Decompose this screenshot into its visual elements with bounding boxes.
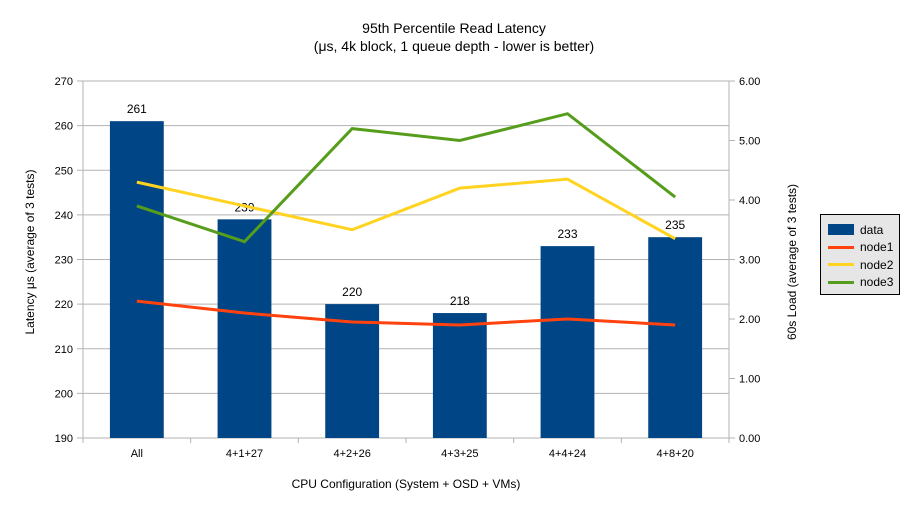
y-tick-label-left: 190 xyxy=(55,433,73,445)
y-tick-label-right: 5.00 xyxy=(739,136,760,148)
y-tick-label-left: 230 xyxy=(55,255,73,267)
line-node1 xyxy=(136,299,676,327)
y-axis-title-right: 60s Load (average of 3 tests) xyxy=(785,183,799,341)
bar-4+8+20 xyxy=(648,237,703,438)
y-tick-label-left: 200 xyxy=(55,388,73,400)
line-node2 xyxy=(136,177,676,240)
bar-4+4+24 xyxy=(540,246,595,438)
y-tick-label-right: 4.00 xyxy=(739,195,760,207)
chart-subtitle: (μs, 4k block, 1 queue depth - lower is … xyxy=(313,38,595,54)
y-tick-label-left: 270 xyxy=(55,76,73,88)
bar-4+3+25 xyxy=(432,313,487,438)
x-tick-label: 4+1+27 xyxy=(226,448,263,460)
y-tick-label-right: 2.00 xyxy=(739,314,760,326)
y-tick-label-left: 260 xyxy=(55,121,73,133)
legend-swatch-data-icon xyxy=(828,224,854,236)
bar-value-label: 218 xyxy=(450,294,470,308)
y-tick-label-right: 3.00 xyxy=(739,255,760,267)
legend-label-node1: node1 xyxy=(860,240,894,255)
x-tick-label: 4+8+20 xyxy=(657,448,694,460)
legend-item-data: data xyxy=(828,221,899,239)
legend-item-node2: node2 xyxy=(828,256,899,274)
y-tick-label-right: 1.00 xyxy=(739,374,760,386)
legend-swatch-node2-icon xyxy=(828,263,854,267)
legend-swatch-node1-icon xyxy=(828,245,854,249)
bar-4+2+26 xyxy=(325,304,380,438)
bar-value-label: 261 xyxy=(127,102,147,116)
x-tick-label: All xyxy=(131,448,143,460)
x-tick-label: 4+3+25 xyxy=(441,448,478,460)
legend-item-node3: node3 xyxy=(828,274,899,292)
x-axis-title: CPU Configuration (System + OSD + VMs) xyxy=(291,477,521,491)
legend-item-node1: node1 xyxy=(828,239,899,257)
chart-title-block: 95th Percentile Read Latency (μs, 4k blo… xyxy=(0,19,908,55)
x-tick-label: 4+4+24 xyxy=(549,448,586,460)
legend-label-node2: node2 xyxy=(860,257,894,272)
y-tick-label-right: 0.00 xyxy=(739,433,760,445)
y-axis-title-left: Latency μs (average of 3 tests) xyxy=(23,169,37,335)
y-tick-label-left: 240 xyxy=(55,210,73,222)
y-tick-label-left: 220 xyxy=(55,299,73,311)
legend-swatch-node3-icon xyxy=(828,280,854,284)
legend: data node1 node2 node3 xyxy=(820,214,900,295)
bar-value-label: 220 xyxy=(342,285,362,299)
bar-4+1+27 xyxy=(217,219,272,438)
line-node3 xyxy=(136,112,677,244)
legend-label-node3: node3 xyxy=(860,275,894,290)
y-tick-label-left: 210 xyxy=(55,344,73,356)
y-tick-label-left: 250 xyxy=(55,165,73,177)
chart-title: 95th Percentile Read Latency xyxy=(362,20,546,36)
bar-value-label: 235 xyxy=(665,218,685,232)
y-tick-label-right: 6.00 xyxy=(739,76,760,88)
bar-All xyxy=(109,121,164,438)
legend-label-data: data xyxy=(860,222,884,237)
bar-value-label: 233 xyxy=(557,227,577,241)
x-tick-label: 4+2+26 xyxy=(334,448,371,460)
